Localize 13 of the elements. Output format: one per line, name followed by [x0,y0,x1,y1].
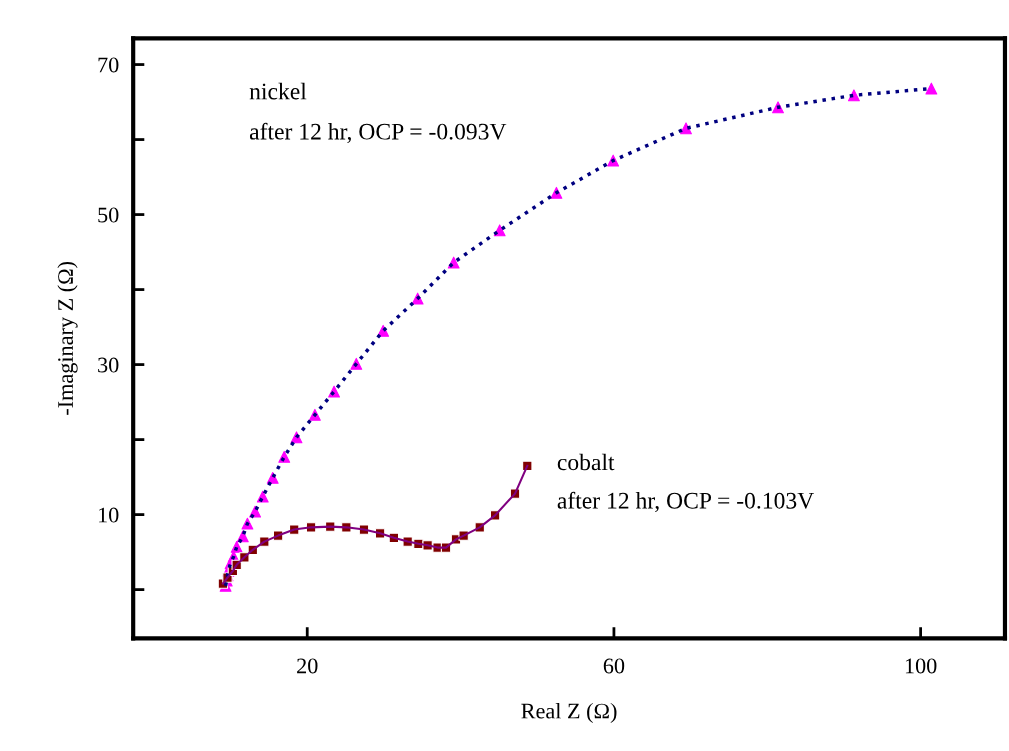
x-tick-label: 100 [905,658,937,674]
annotation: after 12 hr, OCP = -0.093V [249,122,507,144]
y-axis-title: -Imaginary Z (Ω) [57,261,78,415]
x-tick-label: 20 [297,658,318,674]
y-tick-label: 30 [98,357,119,373]
annotation: after 12 hr, OCP = -0.103V [557,491,814,513]
y-tick-label: 50 [98,207,119,223]
x-axis-title: Real Z (Ω) [521,702,617,724]
annotation: cobalt [557,453,615,471]
annotation: nickel [249,82,307,100]
y-tick-label: 70 [98,57,119,73]
x-tick-label: 60 [603,658,625,674]
y-tick-label: 10 [99,507,119,523]
